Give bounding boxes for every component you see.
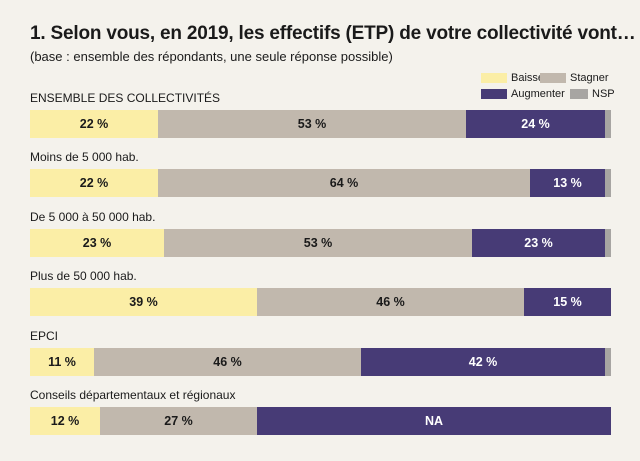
legend-label-nsp: NSP bbox=[592, 88, 615, 100]
bar-row: 39 % 46 % 15 % bbox=[30, 288, 611, 317]
row-label: De 5 000 à 50 000 hab. bbox=[30, 209, 156, 224]
bar-segment-stagner: 64 % bbox=[158, 169, 530, 198]
legend-label-stagner: Stagner bbox=[570, 72, 609, 84]
bar-segment-augmenter: 15 % bbox=[524, 288, 611, 317]
bar-row: 22 % 53 % 24 % bbox=[30, 110, 611, 138]
bar-segment-stagner: 53 % bbox=[164, 228, 472, 257]
legend-item-nsp: NSP bbox=[570, 88, 615, 100]
chart-subtitle: (base : ensemble des répondants, une seu… bbox=[30, 49, 393, 64]
legend-swatch-nsp bbox=[570, 89, 588, 99]
bar-segment-baisser: 12 % bbox=[30, 407, 100, 435]
bar-row: 22 % 64 % 13 % bbox=[30, 169, 611, 198]
bar-segment-baisser: 23 % bbox=[30, 228, 164, 257]
legend-item-baisser: Baisser bbox=[481, 72, 548, 84]
bar-segment-na: NA bbox=[257, 407, 611, 435]
bar-segment-baisser: 11 % bbox=[30, 347, 94, 376]
legend-swatch-augmenter bbox=[481, 89, 507, 99]
legend-label-baisser: Baisser bbox=[511, 72, 548, 84]
row-label: Plus de 50 000 hab. bbox=[30, 269, 137, 284]
row-label: ENSEMBLE DES COLLECTIVITÉS bbox=[30, 91, 221, 105]
bar-segment-stagner: 46 % bbox=[257, 288, 524, 317]
bar-row: 23 % 53 % 23 % bbox=[30, 228, 611, 257]
bar-row: 11 % 46 % 42 % bbox=[30, 347, 611, 376]
bar-segment-nsp bbox=[605, 347, 611, 376]
bar-segment-augmenter: 23 % bbox=[472, 228, 605, 257]
bar-segment-augmenter: 42 % bbox=[361, 347, 605, 376]
bar-segment-baisser: 22 % bbox=[30, 169, 158, 198]
bar-segment-baisser: 22 % bbox=[30, 110, 158, 138]
legend-swatch-baisser bbox=[481, 73, 507, 83]
legend-swatch-stagner bbox=[540, 73, 566, 83]
legend-label-augmenter: Augmenter bbox=[511, 88, 565, 100]
bar-segment-stagner: 53 % bbox=[158, 110, 466, 138]
row-label: Conseils départementaux et régionaux bbox=[30, 388, 236, 402]
row-label: EPCI bbox=[30, 328, 59, 343]
bar-segment-stagner: 27 % bbox=[100, 407, 257, 435]
bar-segment-nsp bbox=[605, 169, 611, 198]
row-label: Moins de 5 000 hab. bbox=[30, 150, 139, 165]
legend-item-stagner: Stagner bbox=[540, 72, 609, 84]
chart-title: 1. Selon vous, en 2019, les effectifs (E… bbox=[30, 23, 636, 44]
bar-row: 12 % 27 % NA bbox=[30, 407, 611, 435]
legend-item-augmenter: Augmenter bbox=[481, 88, 565, 100]
bar-segment-augmenter: 24 % bbox=[466, 110, 605, 138]
bar-segment-nsp bbox=[605, 228, 611, 257]
bar-segment-stagner: 46 % bbox=[94, 347, 361, 376]
bar-segment-baisser: 39 % bbox=[30, 288, 257, 317]
bar-segment-augmenter: 13 % bbox=[530, 169, 605, 198]
bar-segment-nsp bbox=[605, 110, 611, 138]
